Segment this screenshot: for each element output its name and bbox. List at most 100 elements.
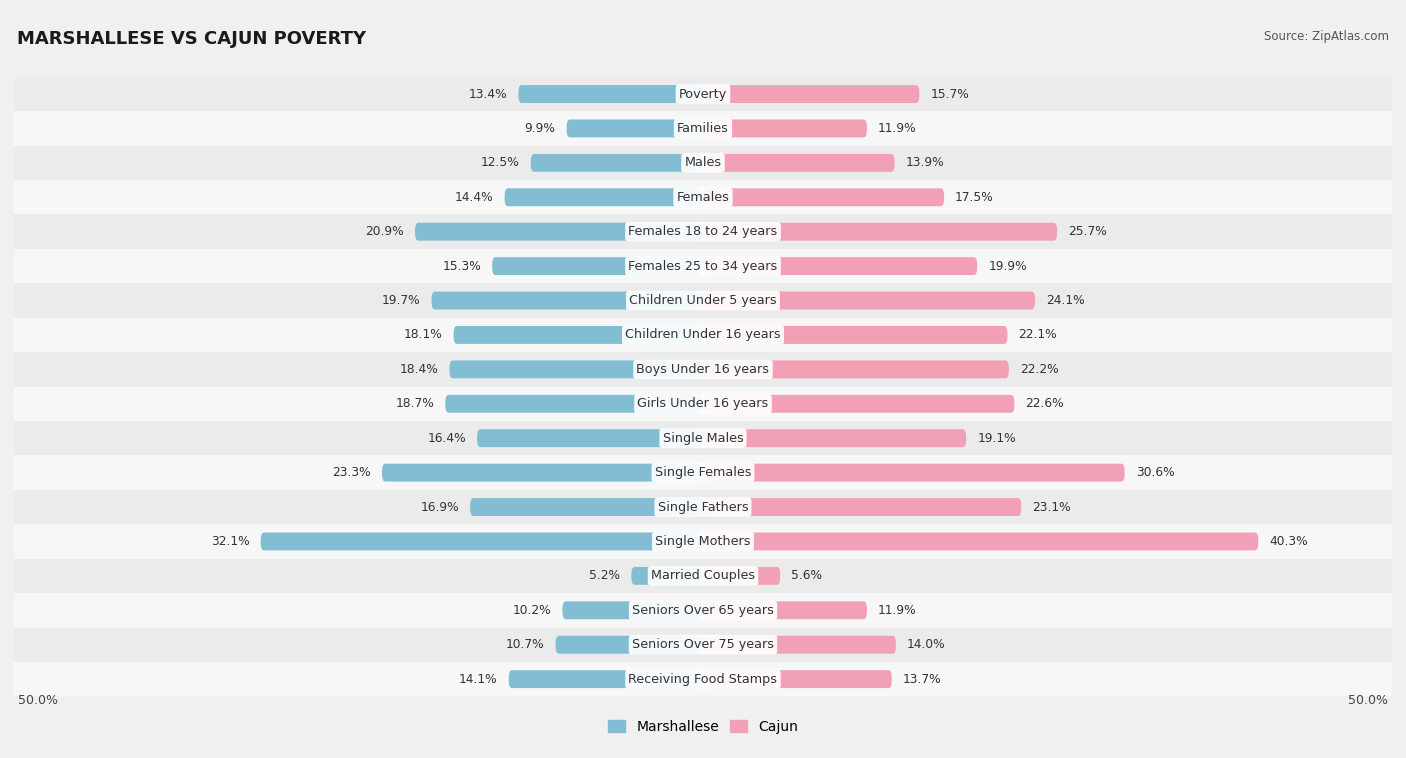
Text: 11.9%: 11.9% <box>877 122 917 135</box>
FancyBboxPatch shape <box>703 601 868 619</box>
FancyBboxPatch shape <box>703 188 945 206</box>
FancyBboxPatch shape <box>562 601 703 619</box>
FancyBboxPatch shape <box>477 429 703 447</box>
FancyBboxPatch shape <box>703 670 891 688</box>
Text: 50.0%: 50.0% <box>1348 694 1388 707</box>
Text: 10.2%: 10.2% <box>513 604 551 617</box>
Bar <box>14 146 1392 180</box>
FancyBboxPatch shape <box>703 257 977 275</box>
Text: 22.1%: 22.1% <box>1018 328 1057 341</box>
Text: Females: Females <box>676 191 730 204</box>
Text: 18.4%: 18.4% <box>399 363 439 376</box>
Text: 19.1%: 19.1% <box>977 432 1015 445</box>
FancyBboxPatch shape <box>703 464 1125 481</box>
Bar <box>14 180 1392 215</box>
Text: Seniors Over 75 years: Seniors Over 75 years <box>633 638 773 651</box>
FancyBboxPatch shape <box>703 636 896 653</box>
FancyBboxPatch shape <box>703 533 1258 550</box>
Text: 25.7%: 25.7% <box>1069 225 1107 238</box>
Text: 16.4%: 16.4% <box>427 432 465 445</box>
Text: 18.1%: 18.1% <box>404 328 443 341</box>
Bar <box>14 318 1392 352</box>
FancyBboxPatch shape <box>470 498 703 516</box>
Text: Families: Families <box>678 122 728 135</box>
Text: 16.9%: 16.9% <box>420 500 460 513</box>
FancyBboxPatch shape <box>703 223 1057 240</box>
FancyBboxPatch shape <box>703 85 920 103</box>
Bar <box>14 559 1392 593</box>
Text: 14.4%: 14.4% <box>456 191 494 204</box>
FancyBboxPatch shape <box>703 120 868 137</box>
Text: Single Females: Single Females <box>655 466 751 479</box>
Legend: Marshallese, Cajun: Marshallese, Cajun <box>603 714 803 739</box>
Text: 11.9%: 11.9% <box>877 604 917 617</box>
Text: 13.4%: 13.4% <box>468 87 508 101</box>
FancyBboxPatch shape <box>260 533 703 550</box>
FancyBboxPatch shape <box>454 326 703 344</box>
FancyBboxPatch shape <box>446 395 703 413</box>
FancyBboxPatch shape <box>567 120 703 137</box>
Text: Females 18 to 24 years: Females 18 to 24 years <box>628 225 778 238</box>
FancyBboxPatch shape <box>703 360 1010 378</box>
Text: 19.9%: 19.9% <box>988 260 1026 273</box>
FancyBboxPatch shape <box>703 567 780 585</box>
Bar <box>14 525 1392 559</box>
Text: 15.3%: 15.3% <box>443 260 481 273</box>
Bar <box>14 662 1392 697</box>
Text: 22.2%: 22.2% <box>1019 363 1059 376</box>
Bar <box>14 456 1392 490</box>
Text: 5.6%: 5.6% <box>792 569 823 582</box>
Bar <box>14 249 1392 283</box>
Text: 14.0%: 14.0% <box>907 638 946 651</box>
Text: MARSHALLESE VS CAJUN POVERTY: MARSHALLESE VS CAJUN POVERTY <box>17 30 366 49</box>
FancyBboxPatch shape <box>631 567 703 585</box>
Text: Seniors Over 65 years: Seniors Over 65 years <box>633 604 773 617</box>
FancyBboxPatch shape <box>703 326 1008 344</box>
FancyBboxPatch shape <box>703 498 1021 516</box>
Text: 17.5%: 17.5% <box>955 191 994 204</box>
Text: Single Fathers: Single Fathers <box>658 500 748 513</box>
Text: Females 25 to 34 years: Females 25 to 34 years <box>628 260 778 273</box>
Text: Receiving Food Stamps: Receiving Food Stamps <box>628 672 778 686</box>
Text: 50.0%: 50.0% <box>18 694 58 707</box>
Bar <box>14 111 1392 146</box>
Text: 30.6%: 30.6% <box>1136 466 1174 479</box>
Bar <box>14 77 1392 111</box>
Text: 18.7%: 18.7% <box>395 397 434 410</box>
Text: Children Under 5 years: Children Under 5 years <box>630 294 776 307</box>
Text: Single Males: Single Males <box>662 432 744 445</box>
Text: Poverty: Poverty <box>679 87 727 101</box>
Text: Girls Under 16 years: Girls Under 16 years <box>637 397 769 410</box>
Text: 10.7%: 10.7% <box>506 638 544 651</box>
Text: 9.9%: 9.9% <box>524 122 555 135</box>
FancyBboxPatch shape <box>415 223 703 240</box>
Bar <box>14 387 1392 421</box>
Text: 40.3%: 40.3% <box>1270 535 1308 548</box>
Text: 13.7%: 13.7% <box>903 672 942 686</box>
Bar <box>14 593 1392 628</box>
FancyBboxPatch shape <box>703 292 1035 309</box>
Text: Children Under 16 years: Children Under 16 years <box>626 328 780 341</box>
FancyBboxPatch shape <box>519 85 703 103</box>
Text: 19.7%: 19.7% <box>382 294 420 307</box>
FancyBboxPatch shape <box>382 464 703 481</box>
Bar <box>14 421 1392 456</box>
Text: 23.1%: 23.1% <box>1032 500 1071 513</box>
FancyBboxPatch shape <box>450 360 703 378</box>
Text: 22.6%: 22.6% <box>1025 397 1064 410</box>
Text: 23.3%: 23.3% <box>332 466 371 479</box>
FancyBboxPatch shape <box>531 154 703 172</box>
FancyBboxPatch shape <box>703 154 894 172</box>
Text: Source: ZipAtlas.com: Source: ZipAtlas.com <box>1264 30 1389 43</box>
Text: 15.7%: 15.7% <box>931 87 969 101</box>
Bar <box>14 283 1392 318</box>
FancyBboxPatch shape <box>432 292 703 309</box>
Text: 14.1%: 14.1% <box>460 672 498 686</box>
FancyBboxPatch shape <box>555 636 703 653</box>
Text: Boys Under 16 years: Boys Under 16 years <box>637 363 769 376</box>
Text: 12.5%: 12.5% <box>481 156 520 169</box>
Text: 5.2%: 5.2% <box>589 569 620 582</box>
FancyBboxPatch shape <box>509 670 703 688</box>
FancyBboxPatch shape <box>703 395 1014 413</box>
Text: 20.9%: 20.9% <box>366 225 404 238</box>
